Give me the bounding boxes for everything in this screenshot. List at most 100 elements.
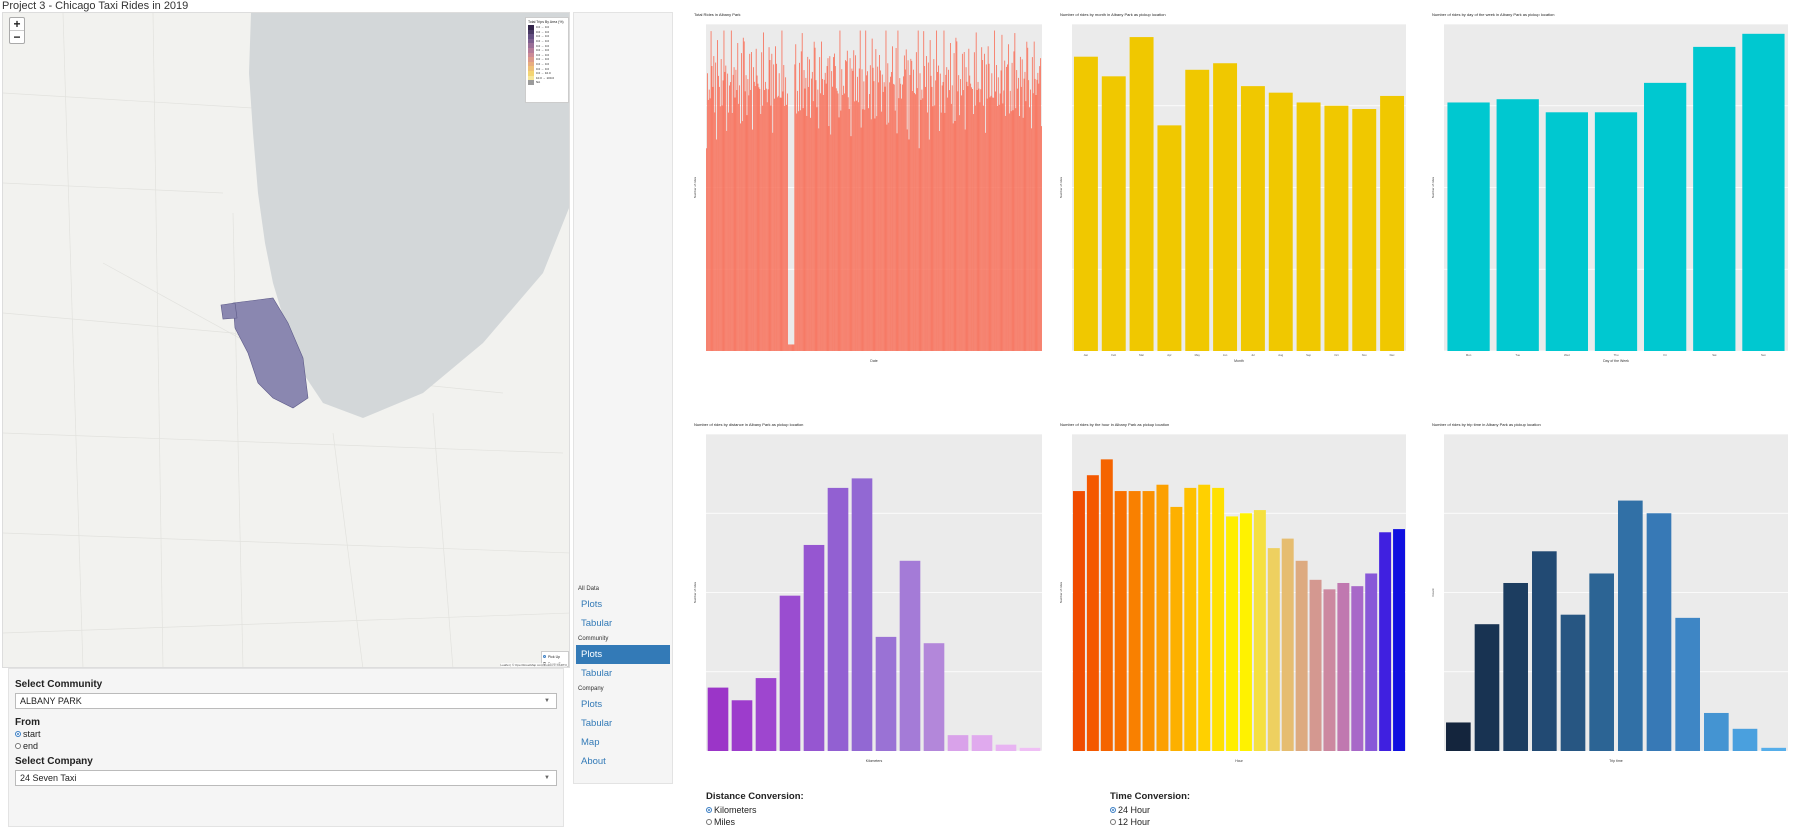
radio-dot[interactable] (706, 819, 712, 825)
bar (764, 90, 765, 351)
radio-dot[interactable] (15, 743, 21, 749)
bar (1296, 102, 1321, 351)
time-24h-option[interactable]: 24 Hour (1110, 804, 1190, 816)
bar (1380, 95, 1405, 351)
bar (1024, 71, 1026, 352)
distance-miles-option[interactable]: Miles (706, 816, 804, 828)
legend-label: 0.0 → 0.0 (536, 34, 550, 39)
radio-dot[interactable] (543, 655, 546, 658)
bar (973, 114, 974, 351)
bar (1013, 51, 1015, 351)
bar (901, 98, 903, 351)
nav-item-company-map[interactable]: Map (581, 737, 600, 748)
zoom-in-button[interactable]: + (13, 17, 21, 31)
bar (915, 52, 917, 351)
bar (1008, 113, 1010, 352)
map-canvas[interactable] (3, 13, 570, 668)
bar (1009, 90, 1011, 351)
bar (884, 86, 886, 351)
bar (706, 148, 707, 351)
bar (923, 31, 925, 351)
bar (1185, 69, 1210, 351)
bar (780, 97, 782, 351)
nav-item-company-tabular[interactable]: Tabular (581, 718, 613, 729)
bar (914, 92, 915, 352)
plot-rides-by-hour: Number of rides by the hour in Albany Pa… (1058, 422, 1410, 765)
bar (932, 106, 934, 352)
radio-dot[interactable] (1110, 807, 1116, 813)
bar (1393, 529, 1406, 751)
y-axis-label: Number of rides (1059, 581, 1063, 603)
bar (865, 30, 867, 351)
radio-dot[interactable] (706, 807, 712, 813)
bar (880, 111, 882, 351)
bar (721, 105, 723, 351)
bar (934, 105, 936, 351)
from-end-option[interactable]: end (15, 740, 557, 752)
bar (950, 103, 952, 351)
time-conversion-label: Time Conversion: (1110, 791, 1191, 802)
bar (812, 101, 814, 351)
plot-title: Number of rides by trip time in Albany P… (1432, 422, 1541, 427)
nav-item-all-data-plots[interactable]: Plots (581, 599, 603, 610)
x-tick-label: Wed (1564, 353, 1570, 357)
bar (851, 478, 873, 751)
bar (926, 56, 927, 351)
community-select[interactable]: ALBANY PARK ▼ (15, 693, 557, 709)
radio-dot[interactable] (1110, 819, 1116, 825)
chart-svg: Number of rides Kilometers (693, 433, 1042, 763)
layer-pickup[interactable]: Pick Up (543, 653, 567, 660)
radio-dot[interactable] (15, 731, 21, 737)
bar (840, 110, 842, 351)
legend-label: 0.0 → 0.0 (536, 52, 550, 57)
bar (774, 98, 775, 351)
time-12h-option[interactable]: 12 Hour (1110, 816, 1190, 828)
bar (712, 86, 714, 351)
distance-km-option[interactable]: Kilometers (706, 804, 804, 816)
bar (994, 30, 996, 351)
bar (997, 77, 999, 351)
bar (1031, 57, 1033, 352)
bar (977, 81, 979, 352)
legend-swatch (528, 57, 534, 62)
from-start-option[interactable]: start (15, 728, 557, 740)
bar (873, 81, 875, 351)
zoom-out-button[interactable]: − (10, 30, 24, 43)
map-panel[interactable]: + − Total Trips By Area (%) 0.0 → 0.0 0.0… (2, 12, 570, 668)
legend-swatch (528, 66, 534, 71)
bar (736, 90, 738, 351)
time-conversion: Time Conversion: 24 Hour 12 Hour (1110, 791, 1190, 828)
nav-item-community-tabular[interactable]: Tabular (581, 668, 613, 679)
chart-svg: Number of rides Date (693, 23, 1042, 363)
plot-title: Number of rides by the hour in Albany Pa… (1060, 422, 1170, 427)
bar (776, 63, 777, 351)
bar (1014, 33, 1016, 352)
bar (919, 73, 921, 351)
bar (779, 595, 801, 751)
bar (788, 344, 790, 351)
bar (947, 97, 949, 351)
nav-item-company-plots[interactable]: Plots (581, 699, 603, 710)
bar (1016, 70, 1018, 352)
bar (894, 110, 896, 351)
map-attribution: Leaflet | © OpenStreetMap contributors ©… (500, 663, 567, 667)
nav-item-company-about[interactable]: About (581, 756, 606, 767)
nav-item-community-plots[interactable]: Plots (576, 645, 670, 664)
bar (759, 89, 761, 351)
bar (1240, 86, 1265, 351)
bar (776, 97, 778, 351)
bar (1142, 491, 1155, 751)
bar (1041, 126, 1042, 351)
bar (1532, 551, 1557, 751)
bar (748, 95, 750, 351)
company-select[interactable]: 24 Seven Taxi ▼ (15, 770, 557, 786)
bar (910, 58, 912, 352)
bar (1001, 34, 1003, 351)
nav-item-all-data-tabular[interactable]: Tabular (581, 618, 613, 629)
zoom-control[interactable]: + − (9, 17, 25, 44)
bar (990, 95, 992, 351)
bar (779, 97, 781, 351)
bar (766, 102, 768, 351)
layer-pickup-label: Pick Up (548, 654, 561, 659)
bar (740, 123, 741, 351)
